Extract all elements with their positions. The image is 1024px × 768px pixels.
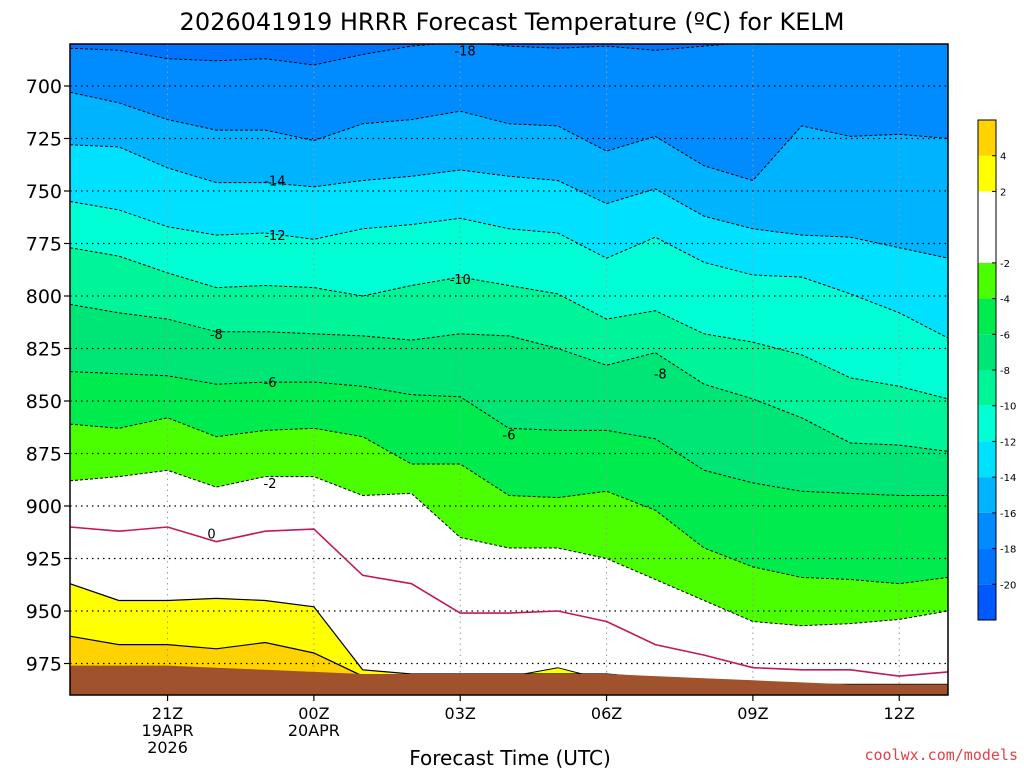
contour-line [70,371,948,496]
legend-swatch [978,584,996,620]
legend-swatch [978,191,996,263]
legend-tick-label: 2 [1000,187,1006,198]
legend-swatch [978,370,996,406]
y-tick-label: 950 [26,601,62,623]
y-tick-label: 925 [26,549,62,571]
credit-text: coolwx.com/models [864,746,1018,764]
x-tick-label: 06Z [591,704,622,723]
color-legend: 4 2 -2 -4 -6 -8 -10 -12 -14 -16 -18 -20 [977,119,1016,621]
contour-label: 0 [207,527,215,542]
legend-tick-label: -14 [1000,473,1016,484]
contour-label: -8 [654,368,667,383]
contour-line [70,91,948,182]
x-tick-label: 21Z [152,704,183,723]
x-tick-label: 20APR [288,721,340,740]
legend-tick-label: -20 [1000,580,1016,591]
legend-swatch [978,512,996,549]
legend-tick-label: -6 [1000,330,1010,341]
contour-label: -14 [264,175,285,190]
legend-tick-label: -2 [1000,259,1010,270]
contour-label: -6 [264,376,277,391]
y-tick-label: 800 [26,286,62,308]
contour-lines [70,44,948,695]
x-tick-label: 19APR [142,721,194,740]
contour-label: -10 [450,273,471,288]
plot-frame [69,43,949,696]
contour-line [70,201,948,339]
contour-line [70,144,948,259]
plot-area: -18 -14 -12 -10 -8 -8 -6 -6 -2 0 700 725 750 775 800 82… [26,43,949,757]
legend-swatch [978,298,996,335]
contour-label: -6 [503,429,516,444]
x-tick-label: 09Z [737,704,768,723]
x-axis-label: Forecast Time (UTC) [409,746,611,768]
legend-swatch [978,262,996,299]
x-tick-label: 00Z [298,704,329,723]
legend-swatch [978,405,996,442]
contour-line [70,469,948,627]
contour-label: -18 [454,44,475,59]
legend-tick-label: -16 [1000,509,1016,520]
legend-swatch [978,548,996,585]
contour-label: -2 [264,477,277,492]
legend-swatch [978,477,996,513]
temperature-fill [70,44,948,695]
y-tick-label: 850 [26,391,62,413]
chart-title: 2026041919 HRRR Forecast Temperature (ºC… [180,8,845,36]
legend-tick-label: -12 [1000,437,1016,448]
contour-line [70,417,948,585]
legend-swatch [978,441,996,478]
y-tick-label: 700 [26,76,62,98]
contour-label: -12 [264,229,285,244]
legend-swatch [978,155,996,192]
x-tick-label: 2026 [147,738,188,757]
y-tick-label: 825 [26,339,62,361]
legend-tick-label: -10 [1000,402,1016,413]
contour-label: -8 [210,328,223,343]
contour-line [70,247,948,400]
ground-surface [70,665,948,695]
y-tick-label: 975 [26,654,62,676]
contour-line [70,303,948,452]
y-tick-label: 725 [26,129,62,151]
contour-line [70,44,735,66]
x-tick-label: 03Z [445,704,476,723]
legend-tick-label: -18 [1000,545,1016,556]
legend-tick-label: -8 [1000,366,1010,377]
legend-swatch [978,334,996,370]
y-tick-label: 900 [26,496,62,518]
x-tick-label: 12Z [884,704,915,723]
contour-line [70,526,948,677]
y-tick-label: 750 [26,181,62,203]
grid-lines [70,44,948,695]
legend-swatch [978,120,996,156]
y-tick-label: 875 [26,444,62,466]
y-tick-label: 775 [26,234,62,256]
legend-tick-label: 4 [1000,152,1006,163]
legend-tick-label: -4 [1000,295,1010,306]
